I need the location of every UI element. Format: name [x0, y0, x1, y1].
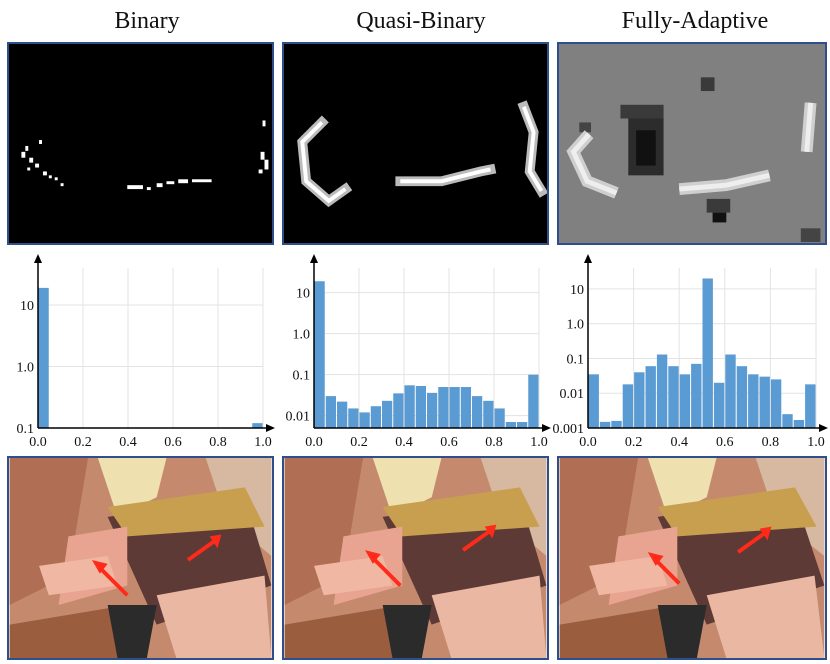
- x-tick-label: 0.8: [209, 435, 227, 450]
- histogram-bar: [415, 385, 426, 428]
- x-tick-label: 0.2: [350, 435, 368, 450]
- histogram-bar: [611, 420, 622, 428]
- x-tick-label: 0.4: [670, 435, 688, 450]
- y-tick-label: 0.001: [553, 422, 585, 437]
- histogram-bar: [472, 396, 483, 428]
- histogram-bar: [528, 374, 539, 428]
- histogram-bar: [702, 278, 713, 428]
- histogram-bar: [634, 372, 645, 428]
- histogram-bar: [325, 396, 336, 428]
- histogram-bar: [449, 387, 460, 428]
- column-title-fully-adaptive: Fully-Adaptive: [621, 8, 769, 34]
- y-tick-label: 0.1: [567, 352, 585, 367]
- frame-drawing-fully-adaptive: [559, 458, 825, 658]
- video-frame-binary: [7, 456, 274, 660]
- histogram-bar: [679, 374, 691, 428]
- column-title-quasi-binary: Quasi-Binary: [356, 8, 486, 34]
- histogram-bar: [427, 392, 438, 428]
- x-tick-label: 0.4: [395, 435, 413, 450]
- video-frame-fully-adaptive: [557, 456, 827, 660]
- mask-image-fully-adaptive: [557, 42, 827, 245]
- x-tick-label: 1.0: [530, 435, 548, 450]
- y-tick-label: 10: [296, 287, 310, 302]
- histogram-bar: [494, 408, 505, 428]
- frame-drawing-quasi-binary: [284, 458, 547, 658]
- histogram-bar: [505, 422, 516, 428]
- histogram-bar: [622, 384, 634, 428]
- x-tick-label: 0.8: [762, 435, 780, 450]
- x-tick-label: 0.2: [74, 435, 92, 450]
- histogram-bar: [599, 421, 611, 428]
- histogram-bar: [359, 412, 370, 428]
- mask-image-binary: [7, 42, 274, 245]
- histogram-bar: [382, 400, 393, 428]
- histogram-bar: [770, 379, 782, 428]
- y-tick-label: 1.0: [17, 361, 35, 376]
- histogram-bar: [725, 354, 736, 428]
- mask-quasi-binary-drawing: [297, 100, 547, 208]
- histogram-bar: [438, 387, 449, 428]
- x-tick-label: 0.2: [625, 435, 643, 450]
- y-tick-label: 1.0: [567, 318, 585, 333]
- histogram-bar: [314, 281, 325, 428]
- histogram-bar: [713, 382, 725, 428]
- y-axis-arrowhead: [34, 254, 42, 263]
- y-tick-label: 10: [20, 299, 34, 314]
- x-tick-label: 0.6: [164, 435, 182, 450]
- y-tick-label: 0.01: [560, 387, 585, 402]
- histogram-bar: [588, 374, 599, 428]
- histogram-bar: [393, 393, 404, 428]
- histogram-binary: 0.0 0.2 0.4 0.6 0.8 1.0 0.1 1.0 10: [0, 252, 277, 452]
- histogram-bar: [645, 366, 656, 428]
- histogram-bar: [748, 374, 759, 428]
- histogram-bar: [759, 376, 770, 428]
- histogram-quasi-binary: 0.0 0.2 0.4 0.6 0.8 1.0 0.01 0.1 1.0 10: [276, 252, 553, 452]
- x-tick-label: 0.4: [119, 435, 137, 450]
- x-tick-label: 0.0: [305, 435, 323, 450]
- mask-fully-adaptive-drawing: [566, 77, 821, 243]
- y-tick-label: 0.1: [293, 369, 311, 384]
- histogram-svg-fully-adaptive: 0.0 0.2 0.4 0.6 0.8 1.0 0.001 0.01 0.1 1.0 10: [553, 254, 828, 450]
- histogram-bar: [348, 408, 359, 428]
- histogram-bar: [38, 287, 49, 428]
- y-tick-label: 1.0: [293, 328, 311, 343]
- x-tick-label: 1.0: [807, 435, 825, 450]
- x-axis-arrowhead: [819, 424, 828, 432]
- histogram-bar: [668, 366, 679, 428]
- histogram-fully-adaptive: 0.0 0.2 0.4 0.6 0.8 1.0 0.001 0.01 0.1 1.0 10: [550, 252, 830, 452]
- y-tick-label: 0.01: [286, 410, 311, 425]
- histogram-bar: [782, 414, 793, 428]
- x-axis-arrowhead: [266, 424, 275, 432]
- x-tick-label: 0.0: [579, 435, 597, 450]
- mask-binary-drawing: [21, 120, 269, 191]
- histogram-bar: [793, 419, 805, 428]
- histogram-bar: [736, 366, 748, 428]
- x-tick-label: 0.8: [485, 435, 503, 450]
- y-axis-arrowhead: [310, 254, 318, 263]
- histogram-bar: [656, 354, 668, 428]
- x-tick-label: 1.0: [254, 435, 272, 450]
- histogram-bar: [691, 363, 702, 428]
- column-title-binary: Binary: [114, 8, 180, 34]
- x-tick-label: 0.6: [440, 435, 458, 450]
- y-tick-label: 0.1: [17, 422, 35, 437]
- histogram-bar: [370, 406, 381, 428]
- histogram-bar: [483, 400, 494, 428]
- histogram-svg-quasi-binary: 0.0 0.2 0.4 0.6 0.8 1.0 0.01 0.1 1.0 10: [286, 254, 551, 450]
- x-tick-label: 0.0: [29, 435, 47, 450]
- x-axis-arrowhead: [542, 424, 551, 432]
- y-axis-arrowhead: [584, 254, 592, 263]
- mask-image-quasi-binary: [282, 42, 549, 245]
- histogram-bar: [460, 387, 471, 428]
- video-frame-quasi-binary: [282, 456, 549, 660]
- histogram-bar: [805, 384, 816, 428]
- histogram-bar: [337, 401, 348, 428]
- histogram-bar: [517, 422, 528, 428]
- x-tick-label: 0.6: [716, 435, 734, 450]
- histogram-svg-binary: 0.0 0.2 0.4 0.6 0.8 1.0 0.1 1.0 10: [17, 254, 275, 450]
- histogram-bar: [404, 385, 415, 428]
- frame-drawing-binary: [9, 458, 272, 658]
- y-tick-label: 10: [570, 283, 584, 298]
- histogram-bar: [252, 423, 263, 428]
